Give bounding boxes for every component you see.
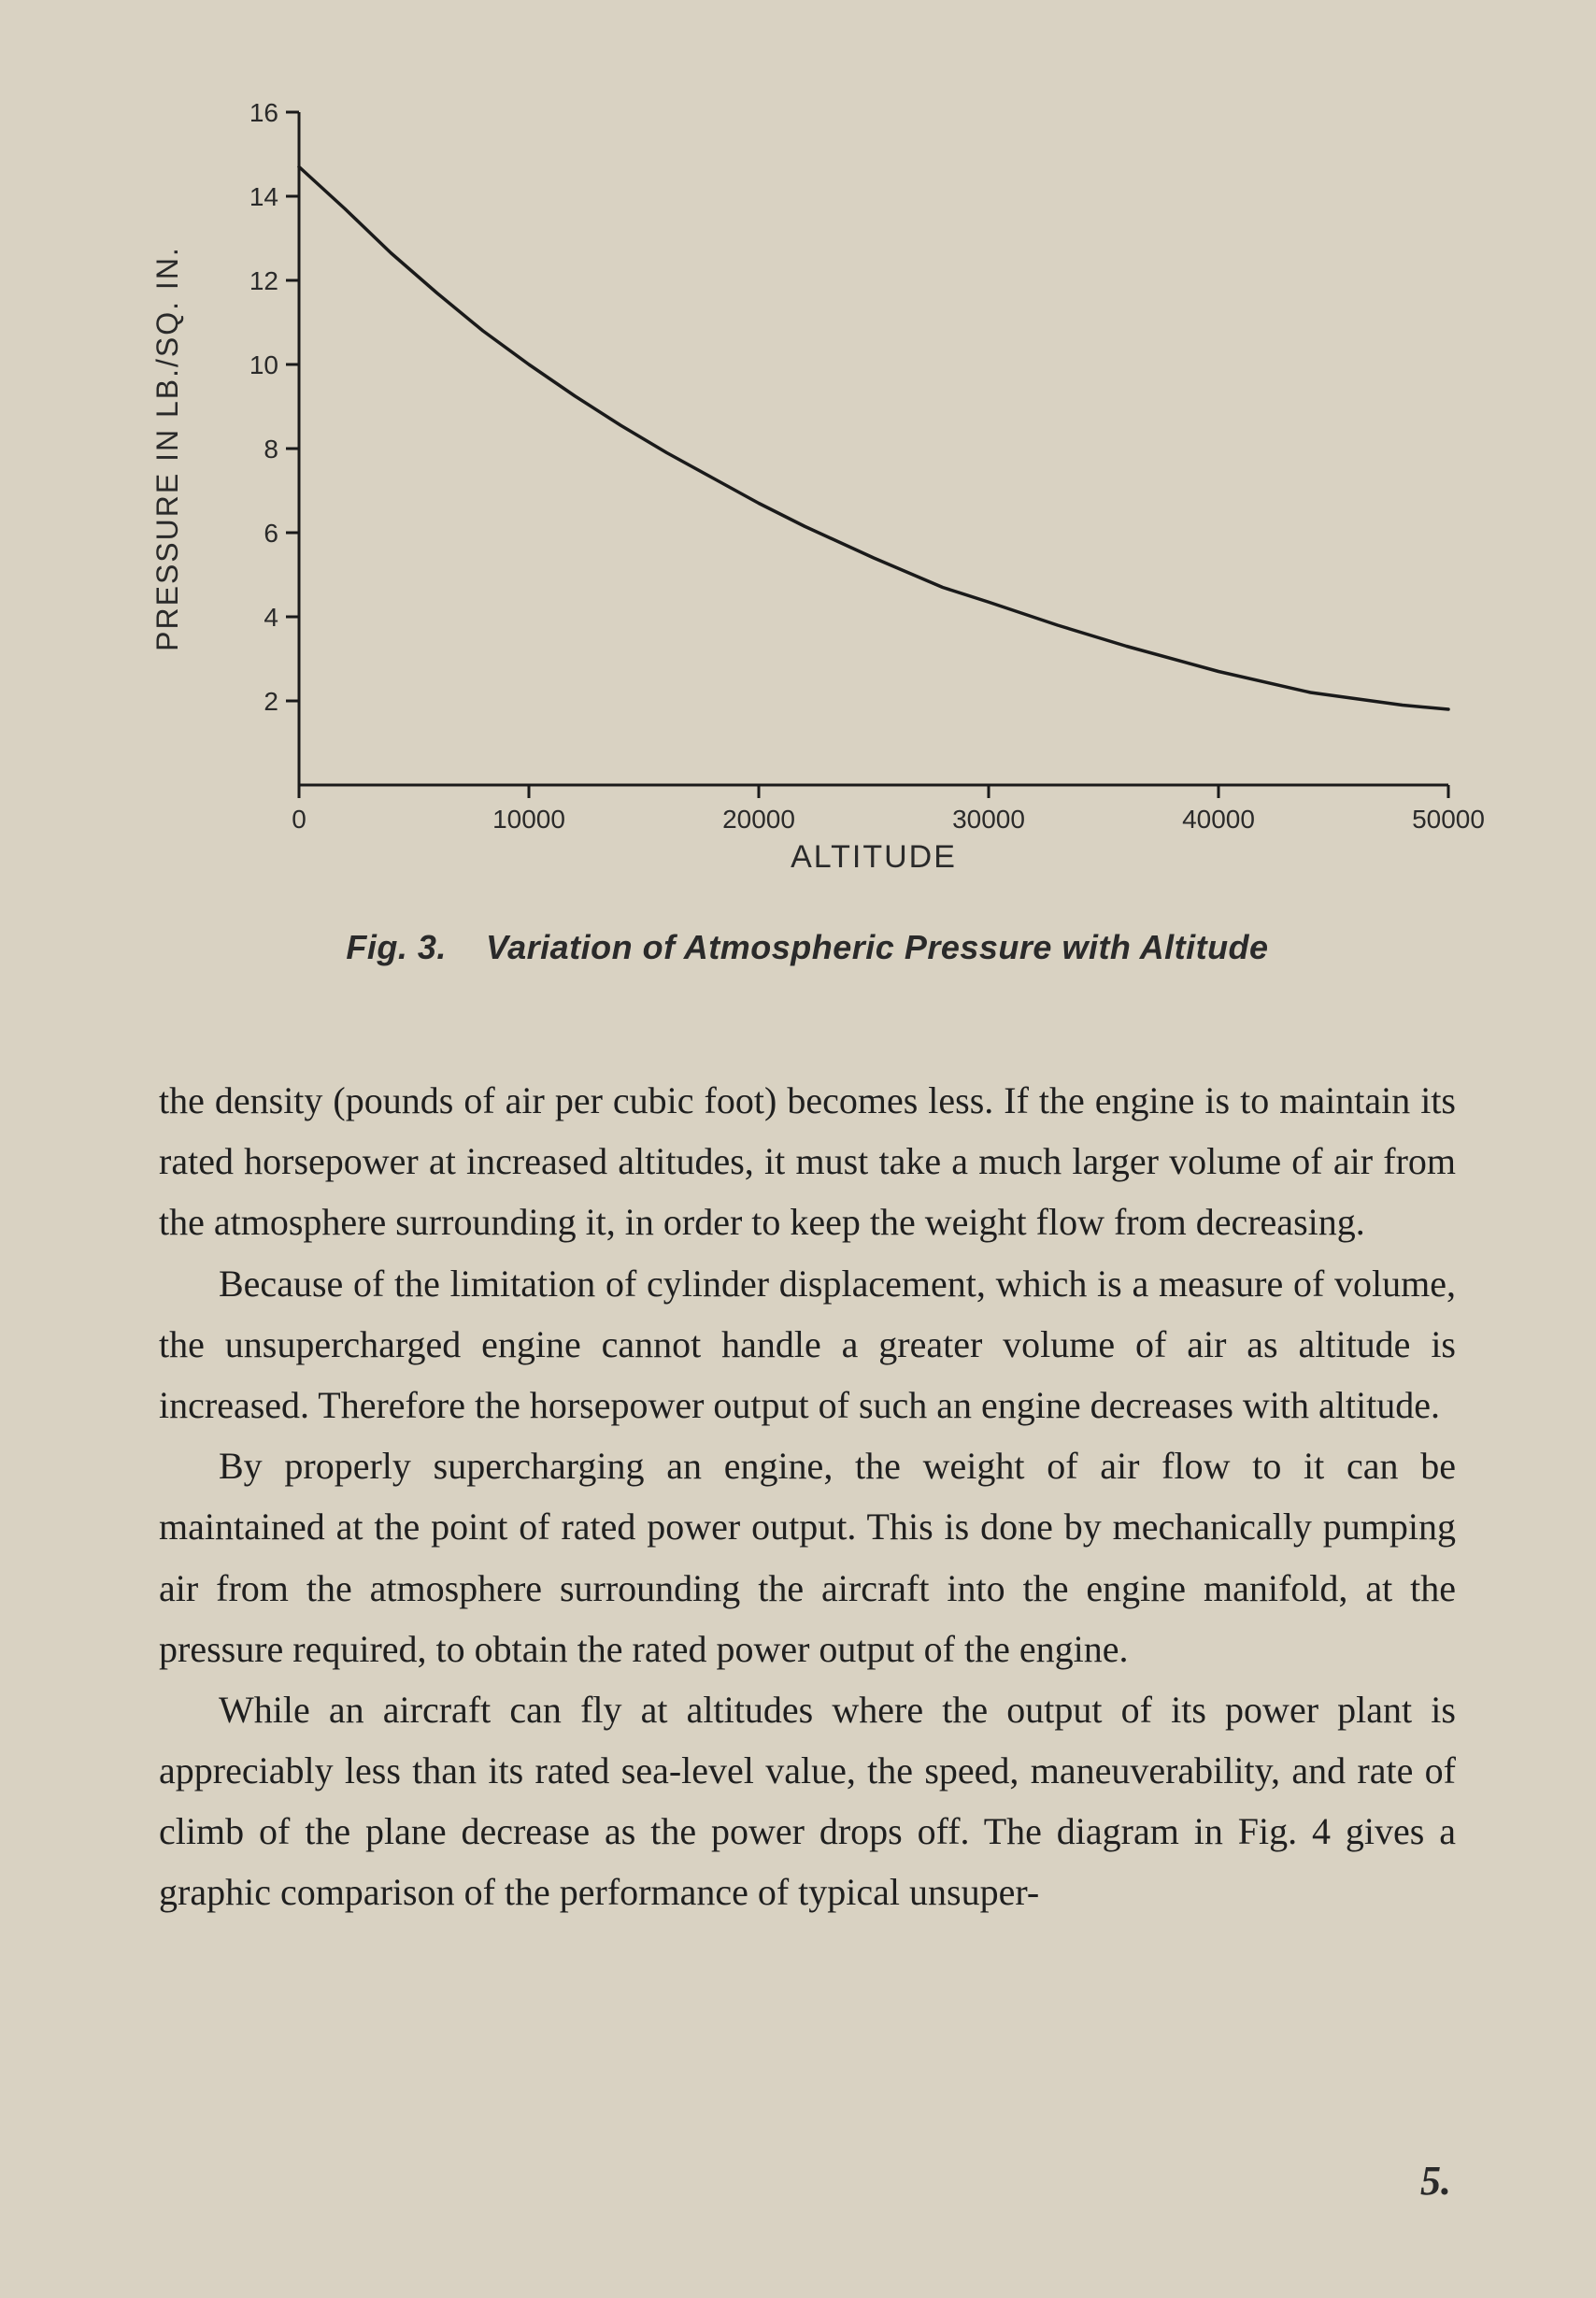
svg-text:6: 6 (264, 519, 278, 548)
svg-text:0: 0 (292, 805, 306, 834)
svg-text:ALTITUDE: ALTITUDE (791, 839, 957, 875)
svg-text:30000: 30000 (952, 805, 1025, 834)
figure-caption: Fig. 3. Variation of Atmospheric Pressur… (159, 928, 1456, 967)
paragraph: Because of the limitation of cylinder di… (159, 1253, 1456, 1436)
svg-text:14: 14 (249, 182, 278, 211)
page: 2 4 6 8 10 12 14 16 0 10000 20000 30000 40000 50000 AL… (0, 0, 1596, 2298)
body-text: the density (pounds of air per cubic foo… (159, 1070, 1456, 1923)
svg-text:4: 4 (264, 603, 278, 632)
page-number: 5. (1420, 2157, 1451, 2205)
svg-text:16: 16 (249, 98, 278, 127)
paragraph: By properly supercharging an engine, the… (159, 1435, 1456, 1679)
pressure-altitude-chart: 2 4 6 8 10 12 14 16 0 10000 20000 30000 40000 50000 AL… (121, 93, 1486, 906)
svg-text:PRESSURE IN LB./SQ. IN.: PRESSURE IN LB./SQ. IN. (150, 246, 184, 651)
svg-text:12: 12 (249, 266, 278, 295)
svg-text:20000: 20000 (722, 805, 795, 834)
figure-title: Variation of Atmospheric Pressure with A… (486, 928, 1269, 966)
svg-text:10000: 10000 (492, 805, 565, 834)
figure-number: Fig. 3. (346, 928, 447, 966)
svg-text:2: 2 (264, 687, 278, 716)
svg-text:40000: 40000 (1182, 805, 1255, 834)
chart-container: 24681012141601000020000300004000050000AL… (121, 93, 1456, 911)
paragraph: While an aircraft can fly at altitudes w… (159, 1679, 1456, 1923)
svg-text:50000: 50000 (1412, 805, 1485, 834)
svg-text:8: 8 (264, 435, 278, 464)
paragraph: the density (pounds of air per cubic foo… (159, 1070, 1456, 1253)
svg-text:10: 10 (249, 350, 278, 379)
